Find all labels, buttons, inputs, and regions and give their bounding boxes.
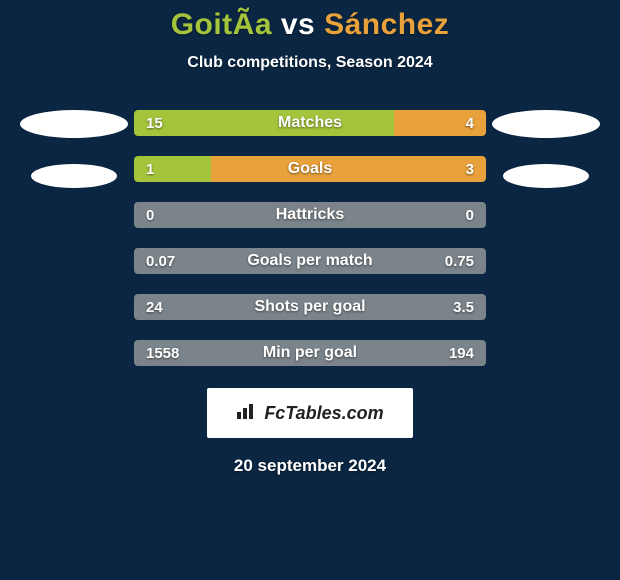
logo: FcTables.com: [236, 402, 383, 425]
logo-box: FcTables.com: [207, 388, 413, 438]
avatar-left-ellipse-2: [31, 164, 117, 188]
bar-value-right: 3: [466, 161, 474, 178]
bar-label: Shots per goal: [254, 298, 365, 316]
vs-text: vs: [281, 8, 315, 41]
subtitle: Club competitions, Season 2024: [187, 54, 432, 72]
logo-bars-icon: [236, 402, 258, 425]
stat-bar: 15 Matches 4: [134, 110, 486, 136]
bar-label: Min per goal: [263, 344, 357, 362]
logo-text: FcTables.com: [264, 403, 383, 424]
comparison-card: GoitÃa vs Sánchez Club competitions, Sea…: [0, 0, 620, 476]
bar-value-right: 4: [466, 115, 474, 132]
bar-value-right: 0: [466, 207, 474, 224]
bar-value-right: 0.75: [445, 253, 474, 270]
avatar-col-left: [14, 110, 134, 214]
bar-value-left: 15: [146, 115, 163, 132]
avatar-col-right: [486, 110, 606, 214]
bar-value-right: 194: [449, 345, 474, 362]
bar-value-left: 0: [146, 207, 154, 224]
stat-bars: 15 Matches 4 1 Goals 3 0 Hattricks 0 0.07 Goals pe…: [134, 110, 486, 366]
bar-value-left: 1558: [146, 345, 179, 362]
avatar-right-ellipse-1: [492, 110, 600, 138]
bar-segment-left: [134, 110, 394, 136]
footer-date: 20 september 2024: [234, 456, 386, 476]
bar-segment-right: [211, 156, 486, 182]
player-left-name: GoitÃa: [171, 8, 272, 41]
player-right-name: Sánchez: [324, 8, 449, 41]
stat-bar: 0.07 Goals per match 0.75: [134, 248, 486, 274]
stats-area: 15 Matches 4 1 Goals 3 0 Hattricks 0 0.07 Goals pe…: [0, 110, 620, 366]
stat-bar: 24 Shots per goal 3.5: [134, 294, 486, 320]
bar-value-right: 3.5: [453, 299, 474, 316]
bar-label: Goals: [288, 160, 332, 178]
page-title: GoitÃa vs Sánchez: [171, 8, 450, 42]
bar-value-left: 1: [146, 161, 154, 178]
bar-label: Hattricks: [276, 206, 344, 224]
avatar-right-ellipse-2: [503, 164, 589, 188]
bar-value-left: 24: [146, 299, 163, 316]
avatar-left-ellipse-1: [20, 110, 128, 138]
stat-bar: 1 Goals 3: [134, 156, 486, 182]
bar-label: Matches: [278, 114, 342, 132]
bar-value-left: 0.07: [146, 253, 175, 270]
bar-label: Goals per match: [247, 252, 372, 270]
stat-bar: 1558 Min per goal 194: [134, 340, 486, 366]
stat-bar: 0 Hattricks 0: [134, 202, 486, 228]
